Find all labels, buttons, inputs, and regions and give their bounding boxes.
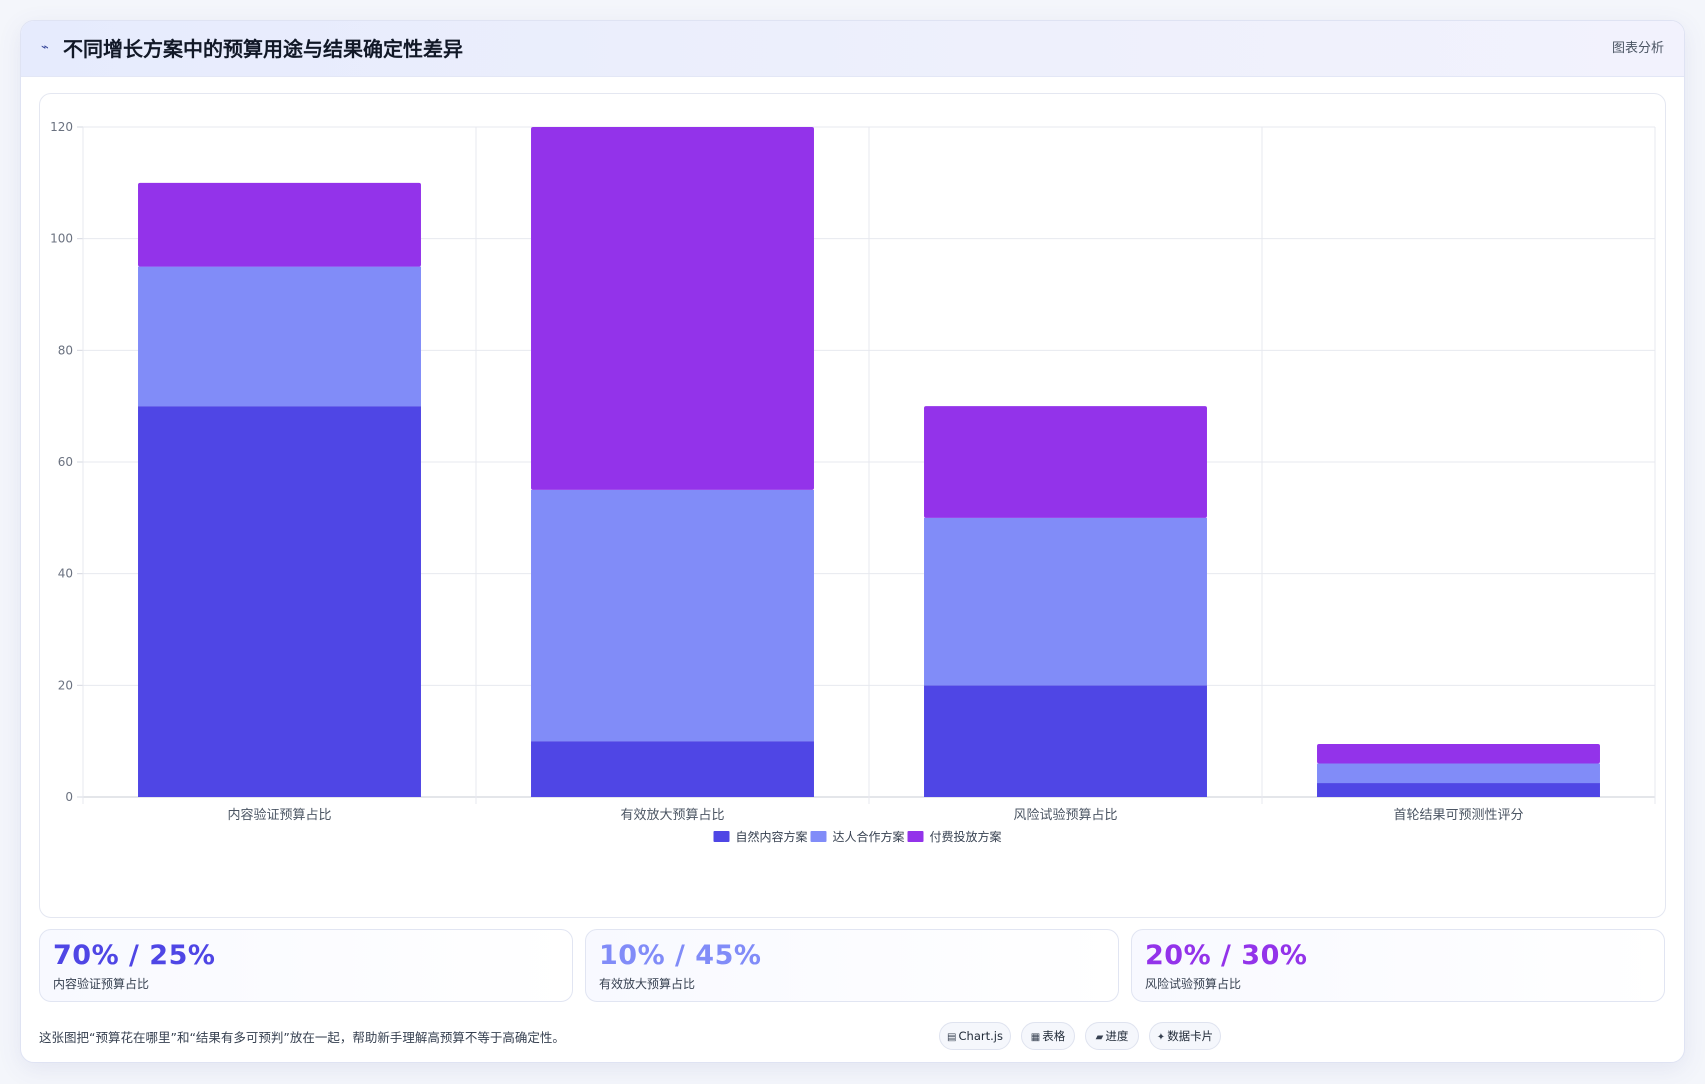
chip-label: 表格 [1042,1029,1066,1043]
legend-label: 自然内容方案 [736,829,808,844]
chip-data-card[interactable]: ✦ 数据卡片 [1149,1022,1221,1050]
stat-card-amplify: 10% / 45% 有效放大预算占比 [585,929,1119,1002]
legend-label: 付费投放方案 [930,829,1002,844]
y-tick-label: 80 [58,343,73,357]
stat-label: 有效放大预算占比 [599,977,696,991]
chip-table[interactable]: ▦ 表格 [1021,1022,1075,1050]
y-tick-label: 120 [50,120,73,134]
bar-segment [1317,743,1600,764]
chip-label: 数据卡片 [1167,1029,1214,1043]
legend-swatch [810,831,827,842]
page-title: 不同增长方案中的预算用途与结果确定性差异 [63,37,463,61]
y-tick-label: 20 [58,678,73,692]
stat-value: 70% / 25% [53,940,216,971]
y-tick-label: 60 [58,455,73,469]
legend-swatch [907,831,924,842]
chip-label: Chart.js [958,1029,1003,1043]
bar-segment [138,406,421,797]
legend-swatch [713,831,730,842]
progress-icon: ▰ [1095,1032,1104,1043]
bar-segment [531,127,814,490]
bar-segment [531,489,814,742]
stat-value: 10% / 45% [599,940,762,971]
x-tick-label: 有效放大预算占比 [620,808,724,823]
y-tick-label: 100 [50,232,73,246]
bar-segment [531,741,814,797]
chart-line-icon: ⌁ [41,40,49,55]
chart-analysis-link[interactable]: 图表分析 [1611,41,1664,56]
chip-progress[interactable]: ▰ 进度 [1085,1022,1139,1050]
chart-card: ⌁ 不同增长方案中的预算用途与结果确定性差异 图表分析 0 20 40 60 80 100… [20,20,1685,1063]
sparkle-icon: ✦ [1156,1032,1166,1043]
card-header: ⌁ 不同增长方案中的预算用途与结果确定性差异 图表分析 [21,21,1684,77]
legend-label: 达人合作方案 [833,829,905,844]
y-tick-label: 0 [65,790,73,804]
chart-panel: 0 20 40 60 80 100 120 内容验证预算占比 有效放大预算占比 风险试验预算占比 首… [39,93,1666,918]
chart-icon: ▤ [947,1032,957,1043]
stat-label: 风险试验预算占比 [1145,977,1242,991]
stat-card-risk: 20% / 30% 风险试验预算占比 [1131,929,1665,1002]
stat-label: 内容验证预算占比 [53,977,150,991]
table-icon: ▦ [1030,1032,1041,1043]
x-tick-label: 内容验证预算占比 [227,807,331,823]
bar-segment [138,182,421,267]
stat-value: 20% / 30% [1145,940,1308,971]
x-tick-label: 首轮结果可预测性评分 [1393,808,1523,823]
bar-segment [1317,763,1600,784]
bar-segment [138,266,421,407]
chip-label: 进度 [1105,1029,1129,1043]
footer-note: 这张图把“预算花在哪里”和“结果有多可预判”放在一起，帮助新手理解高预算不等于高… [39,1030,565,1045]
bar-segment [924,685,1207,797]
x-tick-label: 风险试验预算占比 [1013,807,1117,823]
stacked-bar-chart: 0 20 40 60 80 100 120 内容验证预算占比 有效放大预算占比 风险试验预算占比 首… [50,120,1656,844]
chip-chartjs[interactable]: ▤ Chart.js [939,1022,1011,1050]
y-tick-label: 40 [58,567,73,581]
stat-card-content: 70% / 25% 内容验证预算占比 [39,929,573,1002]
bar-segment [924,406,1207,518]
bar-segment [1317,783,1600,797]
bar-segment [924,517,1207,686]
